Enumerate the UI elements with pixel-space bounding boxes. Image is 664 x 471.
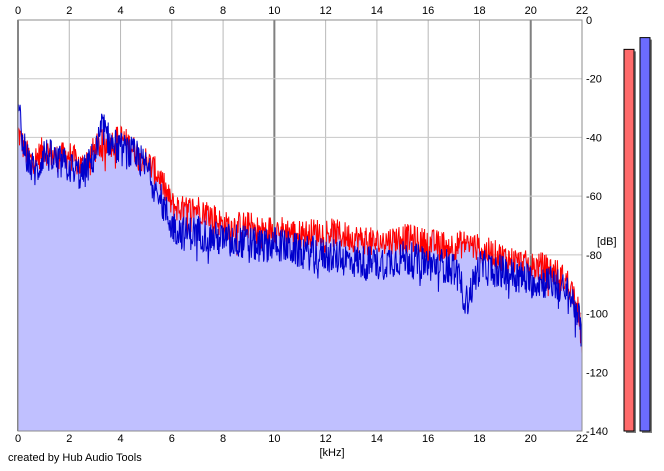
x-tick-label-top: 4 — [117, 5, 123, 17]
y-ticks-right: 0 -20 -40 -60 -80 -100 -120 -140 — [586, 15, 608, 438]
x-tick-label-bottom: 10 — [268, 433, 280, 445]
x-tick-label-top: 10 — [268, 5, 280, 17]
x-axis-label: [kHz] — [319, 447, 344, 459]
x-tick-label-top: 16 — [422, 5, 434, 17]
x-tick-label-top: 2 — [66, 5, 72, 17]
spectrum-area — [18, 104, 582, 431]
x-tick-label-top: 8 — [220, 5, 226, 17]
y-tick-label: 0 — [586, 15, 592, 27]
series-line-blue — [18, 104, 582, 347]
x-tick-label-bottom: 2 — [66, 433, 72, 445]
y-tick-label: -40 — [586, 132, 602, 144]
x-tick-label-bottom: 20 — [525, 433, 537, 445]
x-tick-label-bottom: 8 — [220, 433, 226, 445]
x-tick-label-bottom: 12 — [320, 433, 332, 445]
y-tick-label: -20 — [586, 74, 602, 86]
y-tick-label: -60 — [586, 191, 602, 203]
level-meter-bar — [623, 48, 635, 432]
x-tick-label-bottom: 4 — [117, 433, 123, 445]
level-meter-bar — [639, 37, 651, 432]
y-tick-label: -120 — [586, 367, 608, 379]
x-tick-label-bottom: 6 — [169, 433, 175, 445]
level-meters — [623, 37, 652, 433]
x-tick-label-top: 20 — [525, 5, 537, 17]
plot-frame — [17, 19, 583, 432]
spectrum-lines — [18, 104, 582, 354]
x-ticks-top: 0 2 4 6 8 10 12 14 16 18 20 22 — [15, 5, 588, 17]
y-tick-label: -140 — [586, 426, 608, 438]
y-axis-label: [dB] — [597, 236, 617, 248]
credit-text: created by Hub Audio Tools — [8, 452, 142, 464]
x-tick-label-top: 22 — [576, 5, 588, 17]
x-tick-label-bottom: 0 — [15, 433, 21, 445]
spectrum-fill — [18, 104, 582, 431]
x-tick-label-bottom: 18 — [473, 433, 485, 445]
x-tick-label-top: 18 — [473, 5, 485, 17]
x-tick-label-top: 12 — [320, 5, 332, 17]
x-tick-label-bottom: 14 — [371, 433, 383, 445]
y-tick-label: -100 — [586, 309, 608, 321]
y-tick-label: -80 — [586, 250, 602, 262]
x-tick-label-bottom: 16 — [422, 433, 434, 445]
x-ticks-bottom: 0 2 4 6 8 10 12 14 16 18 20 22 — [15, 433, 588, 445]
x-tick-label-bottom: 22 — [576, 433, 588, 445]
x-tick-label-top: 0 — [15, 5, 21, 17]
x-tick-label-top: 14 — [371, 5, 383, 17]
x-tick-label-top: 6 — [169, 5, 175, 17]
